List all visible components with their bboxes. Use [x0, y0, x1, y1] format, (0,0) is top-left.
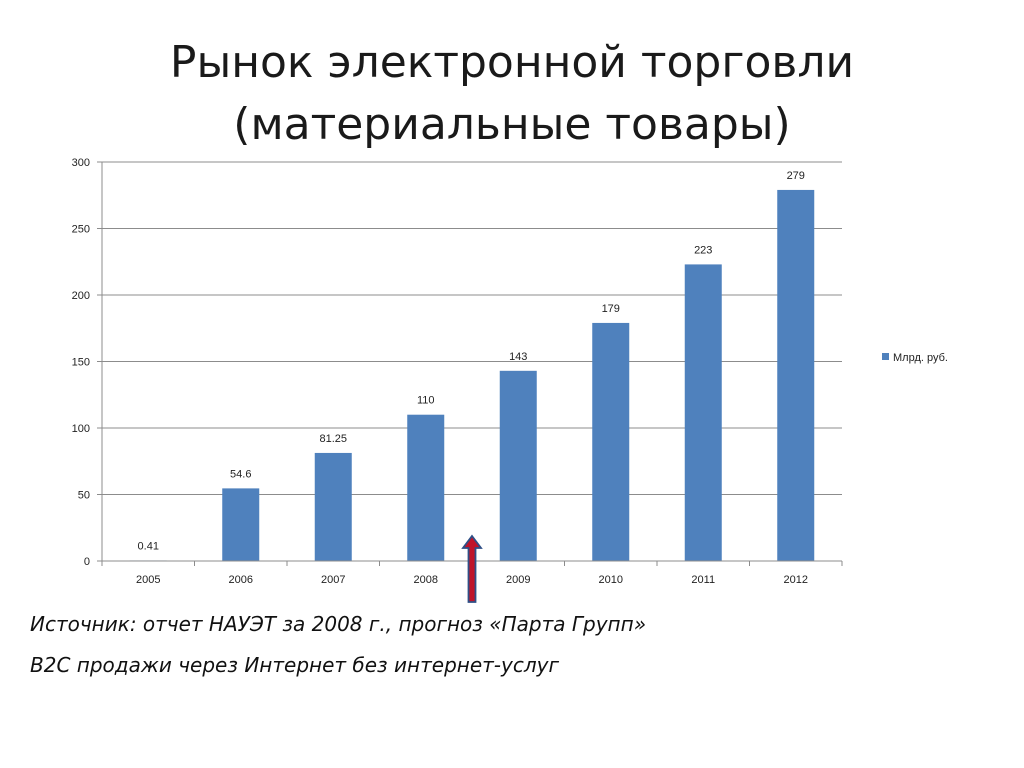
bar-2009 [499, 370, 537, 561]
title-line-2: (материальные товары) [233, 99, 791, 150]
bar-2012 [777, 189, 815, 561]
axes [97, 161, 843, 566]
data-label: 81.25 [319, 433, 347, 445]
x-tick-label: 2012 [784, 574, 808, 586]
data-label: 143 [509, 351, 527, 363]
y-tick-label: 0 [84, 556, 90, 568]
arrow-marker [461, 534, 483, 603]
x-tick-label: 2011 [691, 574, 715, 586]
x-tick-label: 2009 [506, 574, 530, 586]
title-line-1: Рынок электронной торговли [169, 37, 855, 88]
legend-label: Млрд. руб. [893, 352, 948, 364]
data-label: 223 [694, 244, 712, 256]
bar-2006 [222, 488, 260, 561]
y-tick-labels: 0 50 100 150 200 250 300 [72, 157, 90, 568]
y-tick-label: 250 [72, 224, 90, 236]
slide-title: Рынок электронной торговли (материальные… [0, 32, 1024, 156]
upward-arrow [461, 534, 483, 603]
x-tick-labels: 2005 2006 2007 2008 2009 2010 2011 2012 [136, 574, 808, 586]
bar-2008 [407, 414, 445, 561]
gridlines [102, 161, 842, 495]
x-tick-label: 2006 [229, 574, 253, 586]
legend: Млрд. руб. [882, 352, 948, 364]
data-label: 110 [417, 395, 435, 407]
y-tick-label: 300 [72, 157, 90, 169]
bars [129, 189, 815, 561]
legend-swatch [882, 353, 889, 360]
y-tick-label: 50 [78, 490, 90, 502]
source-note: Источник: отчет НАУЭТ за 2008 г., прогно… [30, 612, 647, 636]
y-tick-label: 150 [72, 357, 90, 369]
bar-2007 [314, 452, 352, 561]
x-tick-label: 2005 [136, 574, 160, 586]
data-label: 179 [602, 303, 620, 315]
scope-note: B2C продажи через Интернет без интернет-… [30, 653, 559, 677]
data-label: 279 [787, 170, 805, 182]
x-tick-label: 2008 [414, 574, 438, 586]
data-label: 54.6 [230, 468, 251, 480]
bar-2011 [684, 264, 722, 561]
data-label: 0.41 [138, 540, 159, 552]
bar-2010 [592, 322, 630, 561]
y-tick-label: 200 [72, 290, 90, 302]
x-tick-label: 2010 [599, 574, 623, 586]
data-labels: 0.41 54.6 81.25 110 143 179 223 279 [138, 170, 805, 553]
y-tick-label: 100 [72, 423, 90, 435]
x-tick-label: 2007 [321, 574, 345, 586]
